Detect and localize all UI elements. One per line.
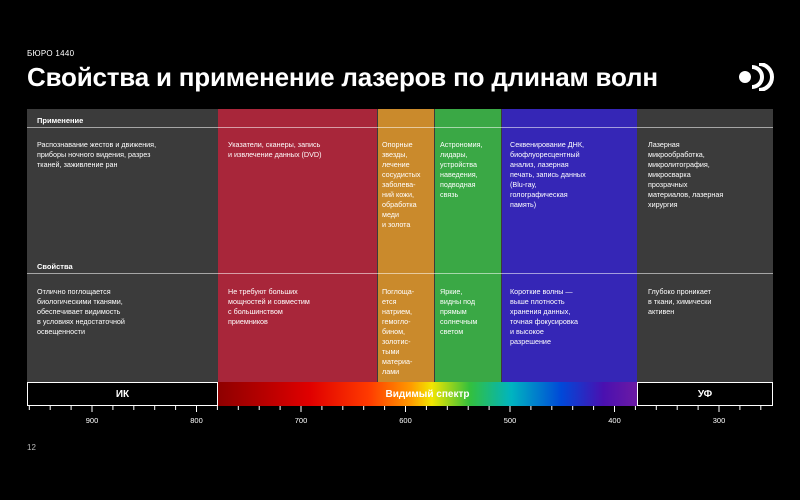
ir-properties: Отлично поглощается биологическими тканя… xyxy=(37,287,125,336)
spectrum-divider xyxy=(637,382,638,406)
column-blue xyxy=(502,109,637,382)
uv-label: УФ xyxy=(697,388,713,400)
green-application: Астрономия, лидары, устройства наведения… xyxy=(440,140,483,199)
column-uv xyxy=(638,109,773,382)
red-properties: Не требуют больших мощностей и совместим… xyxy=(228,287,310,326)
brand-label: БЮРО 1440 xyxy=(27,49,75,58)
orange-properties: Поглоща- ется натрием, гемогло- бином, з… xyxy=(382,287,415,376)
column-red xyxy=(218,109,377,382)
uv-application: Лазерная микрообработка, микролитография… xyxy=(648,140,724,209)
column-ir xyxy=(27,109,217,382)
axis-tick-label: 400 xyxy=(608,416,621,425)
green-properties: Яркие, видны под прямым солнечным светом xyxy=(440,287,478,336)
application-header: Применение xyxy=(37,116,84,125)
axis-tick-label: 500 xyxy=(503,416,517,425)
page-number: 12 xyxy=(27,443,36,452)
axis-tick-label: 700 xyxy=(294,416,308,425)
blue-properties: Короткие волны — выше плотность хранения… xyxy=(510,287,579,346)
properties-header: Свойства xyxy=(37,262,73,271)
ir-label: ИК xyxy=(115,388,130,400)
wavelength-axis-ticks xyxy=(28,406,762,412)
visible-spectrum-label: Видимый спектр xyxy=(218,382,637,406)
spectrum-divider xyxy=(217,382,218,406)
column-green xyxy=(435,109,501,382)
ir-application: Распознавание жестов и движения, приборы… xyxy=(37,140,157,169)
orange-application: Опорные звезды, лечение сосудистых забол… xyxy=(382,140,421,229)
blue-application: Секвенирование ДНК, биофлуоресцентный ан… xyxy=(510,140,586,209)
logo-icon xyxy=(739,63,774,91)
application-header-line xyxy=(27,127,773,128)
axis-tick-label: 900 xyxy=(85,416,99,425)
properties-header-line xyxy=(27,273,773,274)
axis-tick-label: 600 xyxy=(399,416,412,425)
axis-tick-label: 800 xyxy=(190,416,203,425)
uv-properties: Глубоко проникает в ткани, химически акт… xyxy=(648,287,712,316)
axis-tick-label: 300 xyxy=(712,416,726,425)
red-application: Указатели, сканеры, запись и извлечение … xyxy=(228,140,322,159)
page-title: Свойства и применение лазеров по длинам … xyxy=(27,62,658,92)
column-orange xyxy=(378,109,434,382)
